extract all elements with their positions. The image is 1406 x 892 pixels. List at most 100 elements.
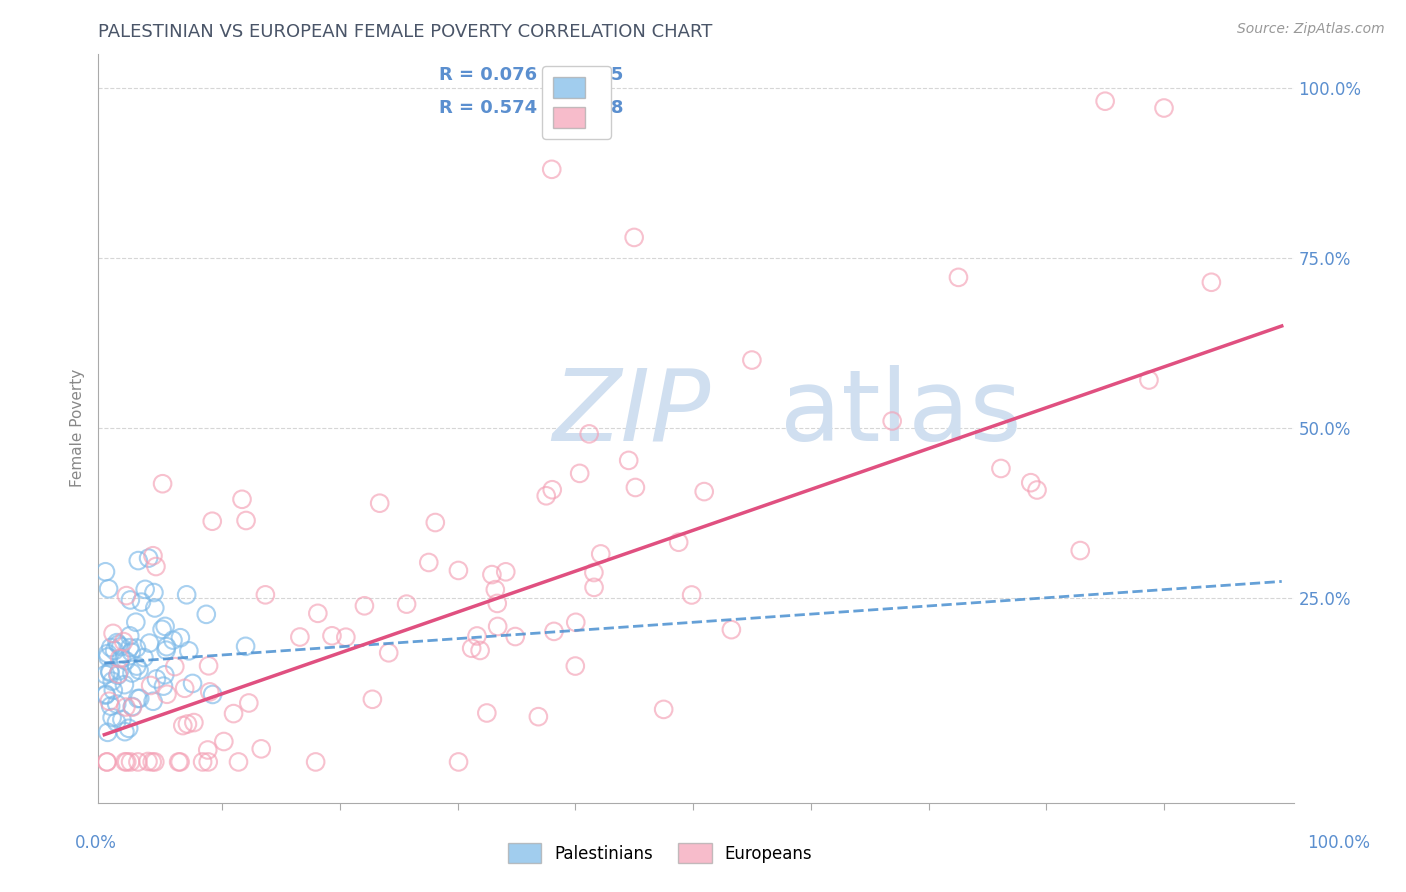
- Point: [127, 755, 149, 769]
- Point: [465, 629, 488, 643]
- Point: [101, 710, 124, 724]
- Point: [191, 755, 214, 769]
- Point: [617, 453, 640, 467]
- Point: [468, 643, 491, 657]
- Text: Source: ZipAtlas.com: Source: ZipAtlas.com: [1237, 22, 1385, 37]
- Point: [120, 593, 142, 607]
- Point: [578, 426, 600, 441]
- Point: [304, 755, 326, 769]
- Point: [169, 755, 191, 769]
- Point: [231, 492, 253, 507]
- Point: [623, 230, 645, 244]
- Text: PALESTINIAN VS EUROPEAN FEMALE POVERTY CORRELATION CHART: PALESTINIAN VS EUROPEAN FEMALE POVERTY C…: [98, 23, 713, 41]
- Text: R = 0.574   N = 98: R = 0.574 N = 98: [439, 100, 623, 118]
- Point: [212, 734, 235, 748]
- Point: [118, 721, 141, 735]
- Point: [112, 634, 135, 648]
- Point: [153, 619, 176, 633]
- Point: [1201, 275, 1223, 289]
- Point: [173, 681, 195, 696]
- Point: [97, 725, 120, 739]
- Point: [176, 717, 198, 731]
- Point: [97, 647, 120, 661]
- Point: [94, 687, 117, 701]
- Point: [115, 755, 138, 769]
- Point: [101, 674, 124, 689]
- Point: [110, 651, 132, 665]
- Point: [156, 640, 179, 654]
- Point: [228, 755, 250, 769]
- Point: [1069, 543, 1091, 558]
- Point: [139, 678, 162, 692]
- Point: [693, 484, 716, 499]
- Point: [447, 564, 470, 578]
- Point: [222, 706, 245, 721]
- Point: [582, 566, 605, 580]
- Point: [142, 694, 165, 708]
- Point: [543, 624, 565, 639]
- Point: [176, 588, 198, 602]
- Point: [100, 699, 122, 714]
- Point: [486, 596, 509, 610]
- Point: [107, 668, 129, 682]
- Point: [118, 640, 141, 655]
- Text: ZIP: ZIP: [553, 365, 711, 462]
- Point: [156, 687, 179, 701]
- Point: [115, 589, 138, 603]
- Point: [990, 461, 1012, 475]
- Point: [368, 496, 391, 510]
- Point: [153, 668, 176, 682]
- Point: [162, 633, 184, 648]
- Point: [481, 567, 503, 582]
- Point: [125, 640, 148, 655]
- Point: [94, 688, 117, 702]
- Point: [540, 162, 562, 177]
- Text: 0.0%: 0.0%: [75, 834, 117, 852]
- Point: [121, 699, 143, 714]
- Point: [652, 702, 675, 716]
- Point: [568, 467, 591, 481]
- Point: [1153, 101, 1175, 115]
- Point: [1137, 373, 1160, 387]
- Point: [127, 553, 149, 567]
- Point: [118, 629, 141, 643]
- Point: [103, 643, 125, 657]
- Point: [94, 667, 117, 681]
- Point: [125, 659, 148, 673]
- Point: [235, 514, 257, 528]
- Point: [395, 597, 418, 611]
- Point: [321, 629, 343, 643]
- Point: [127, 691, 149, 706]
- Point: [98, 694, 121, 708]
- Point: [134, 582, 156, 597]
- Point: [155, 643, 177, 657]
- Point: [475, 706, 498, 720]
- Point: [1094, 94, 1116, 108]
- Point: [131, 595, 153, 609]
- Text: atlas: atlas: [779, 365, 1021, 462]
- Y-axis label: Female Poverty: Female Poverty: [69, 369, 84, 487]
- Point: [169, 631, 191, 645]
- Point: [141, 755, 163, 769]
- Point: [142, 585, 165, 599]
- Point: [100, 640, 122, 655]
- Point: [335, 630, 357, 644]
- Point: [136, 755, 159, 769]
- Point: [111, 713, 134, 727]
- Point: [177, 644, 200, 658]
- Point: [103, 683, 125, 698]
- Point: [681, 588, 703, 602]
- Point: [145, 559, 167, 574]
- Point: [201, 514, 224, 528]
- Point: [97, 582, 120, 596]
- Point: [565, 615, 588, 630]
- Point: [307, 607, 329, 621]
- Point: [250, 742, 273, 756]
- Point: [1019, 475, 1042, 490]
- Point: [197, 743, 219, 757]
- Legend: Palestinians, Europeans: Palestinians, Europeans: [501, 837, 820, 870]
- Point: [143, 755, 166, 769]
- Point: [183, 715, 205, 730]
- Point: [97, 649, 120, 664]
- Point: [150, 623, 173, 637]
